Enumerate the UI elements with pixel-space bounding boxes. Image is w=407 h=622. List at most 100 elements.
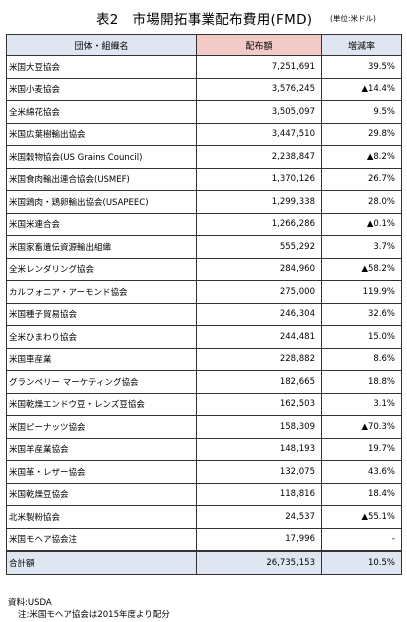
total-row: 合計額 26,735,153 10.5%	[6, 550, 402, 575]
rate-cell: ▲70.3%	[321, 415, 402, 439]
rate-cell: 8.6%	[321, 347, 402, 371]
table-row: 米国革・レザー協会 132,075 43.6%	[6, 460, 402, 484]
amount-cell: 228,882	[196, 347, 322, 371]
org-name-cell: 米国大豆協会	[6, 55, 197, 79]
table-row: 米国食肉輸出連合協会(USMEF) 1,370,126 26.7%	[6, 167, 402, 191]
org-name-cell: 米国革・レザー協会	[6, 460, 197, 484]
org-name-cell: 米国種子貿易協会	[6, 302, 197, 326]
rate-cell: ▲0.1%	[321, 212, 402, 236]
table-row: 米国乾燥豆協会 118,816 18.4%	[6, 482, 402, 506]
rate-cell: 39.5%	[321, 55, 402, 79]
rate-cell: ▲58.2%	[321, 257, 402, 281]
org-name-cell: 全米ひまわり協会	[6, 325, 197, 349]
total-amount: 26,735,153	[196, 550, 322, 575]
amount-cell: 24,537	[196, 505, 322, 529]
org-name-cell: 米国羊産業協会	[6, 437, 197, 461]
amount-cell: 246,304	[196, 302, 322, 326]
table-row: 米国ピーナッツ協会 158,309 ▲70.3%	[6, 415, 402, 439]
org-name-cell: 米国モヘア協会注	[6, 527, 197, 552]
footnote: 注:米国モヘア協会は2015年度より配分	[18, 610, 170, 620]
rate-cell: ▲8.2%	[321, 145, 402, 169]
table-row: グランベリー マーケティング協会 182,665 18.8%	[6, 370, 402, 394]
column-header-rate: 増減率	[321, 34, 402, 56]
table-row: 米国広葉樹輸出協会 3,447,510 29.8%	[6, 122, 402, 146]
org-name-cell: 米国車産業	[6, 347, 197, 371]
table-row: 米国穀物協会(US Grains Council) 2,238,847 ▲8.2%	[6, 145, 402, 169]
amount-cell: 1,266,286	[196, 212, 322, 236]
amount-cell: 3,576,245	[196, 77, 322, 101]
column-header-org: 団体・組織名	[6, 34, 197, 56]
org-name-cell: 米国穀物協会(US Grains Council)	[6, 145, 197, 169]
amount-cell: 118,816	[196, 482, 322, 506]
org-name-cell: 米国小麦協会	[6, 77, 197, 101]
org-name-cell: 米国乾燥エンドウ豆・レンズ豆協会	[6, 392, 197, 416]
total-rate: 10.5%	[321, 550, 402, 575]
amount-cell: 182,665	[196, 370, 322, 394]
rate-cell: 29.8%	[321, 122, 402, 146]
rate-cell: 26.7%	[321, 167, 402, 191]
rate-cell: 18.8%	[321, 370, 402, 394]
amount-cell: 3,505,097	[196, 100, 322, 124]
org-name-cell: 米国米連合会	[6, 212, 197, 236]
column-header-amount: 配布額	[196, 34, 322, 56]
amount-cell: 1,299,338	[196, 190, 322, 214]
table-row: 米国羊産業協会 148,193 19.7%	[6, 437, 402, 461]
org-name-cell: 北米製粉協会	[6, 505, 197, 529]
amount-cell: 244,481	[196, 325, 322, 349]
org-name-cell: カルフォニア・アーモンド協会	[6, 280, 197, 304]
amount-cell: 148,193	[196, 437, 322, 461]
rate-cell: ▲55.1%	[321, 505, 402, 529]
amount-cell: 275,000	[196, 280, 322, 304]
table-row: 全米レンダリング協会 284,960 ▲58.2%	[6, 257, 402, 281]
org-name-cell: 米国家畜遺伝資源輸出組織	[6, 235, 197, 259]
rate-cell: 15.0%	[321, 325, 402, 349]
amount-cell: 1,370,126	[196, 167, 322, 191]
rate-cell: -	[321, 527, 402, 552]
amount-cell: 3,447,510	[196, 122, 322, 146]
org-name-cell: 全米レンダリング協会	[6, 257, 197, 281]
rate-cell: 43.6%	[321, 460, 402, 484]
rate-cell: 119.9%	[321, 280, 402, 304]
org-name-cell: 米国食肉輸出連合協会(USMEF)	[6, 167, 197, 191]
table-row: 米国大豆協会 7,251,691 39.5%	[6, 55, 402, 79]
org-name-cell: 全米綿花協会	[6, 100, 197, 124]
unit-note: (単位:米ドル)	[330, 14, 376, 23]
rate-cell: ▲14.4%	[321, 77, 402, 101]
amount-cell: 132,075	[196, 460, 322, 484]
amount-cell: 162,503	[196, 392, 322, 416]
amount-cell: 7,251,691	[196, 55, 322, 79]
fmd-table: 団体・組織名 配布額 増減率 米国大豆協会 7,251,691 39.5% 米国小麦協…	[6, 34, 402, 575]
table-header-row: 団体・組織名 配布額 増減率	[6, 34, 402, 56]
table-row: 米国小麦協会 3,576,245 ▲14.4%	[6, 77, 402, 101]
table-row: カルフォニア・アーモンド協会 275,000 119.9%	[6, 280, 402, 304]
amount-cell: 17,996	[196, 527, 322, 552]
table-row: 米国家畜遺伝資源輸出組織 555,292 3.7%	[6, 235, 402, 259]
org-name-cell: 米国ピーナッツ協会	[6, 415, 197, 439]
rate-cell: 3.7%	[321, 235, 402, 259]
total-label: 合計額	[6, 550, 197, 575]
table-row: 全米ひまわり協会 244,481 15.0%	[6, 325, 402, 349]
amount-cell: 158,309	[196, 415, 322, 439]
org-name-cell: 米国鶏肉・鶏卵輸出協会(USAPEEC)	[6, 190, 197, 214]
rate-cell: 19.7%	[321, 437, 402, 461]
amount-cell: 284,960	[196, 257, 322, 281]
table-row: 米国車産業 228,882 8.6%	[6, 347, 402, 371]
table-row: 米国鶏肉・鶏卵輸出協会(USAPEEC) 1,299,338 28.0%	[6, 190, 402, 214]
rate-cell: 18.4%	[321, 482, 402, 506]
org-name-cell: 米国乾燥豆協会	[6, 482, 197, 506]
table-row: 全米綿花協会 3,505,097 9.5%	[6, 100, 402, 124]
table-row: 北米製粉協会 24,537 ▲55.1%	[6, 505, 402, 529]
table-title: 表2 市場開拓事業配布費用(FMD)	[96, 12, 313, 28]
amount-cell: 555,292	[196, 235, 322, 259]
rate-cell: 9.5%	[321, 100, 402, 124]
table-row: 米国種子貿易協会 246,304 32.6%	[6, 302, 402, 326]
table-row: 米国モヘア協会注 17,996-	[6, 527, 402, 552]
org-name-cell: グランベリー マーケティング協会	[6, 370, 197, 394]
amount-cell: 2,238,847	[196, 145, 322, 169]
rate-cell: 32.6%	[321, 302, 402, 326]
org-name-cell: 米国広葉樹輸出協会	[6, 122, 197, 146]
title-row: 表2 市場開拓事業配布費用(FMD) (単位:米ドル)	[0, 6, 407, 28]
rate-cell: 28.0%	[321, 190, 402, 214]
table-row: 米国米連合会 1,266,286 ▲0.1%	[6, 212, 402, 236]
rate-cell: 3.1%	[321, 392, 402, 416]
